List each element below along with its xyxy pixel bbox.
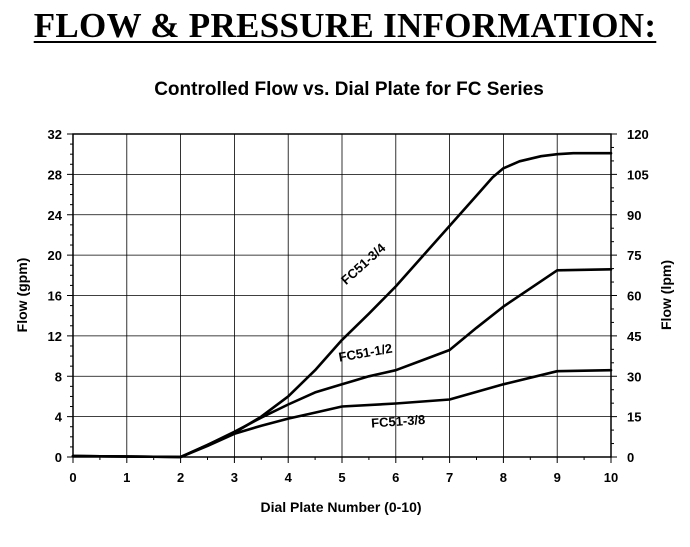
y-tick-label: 0 <box>55 450 62 465</box>
y-tick-label: 28 <box>48 167 62 182</box>
y2-tick-label: 0 <box>627 450 634 465</box>
x-tick-label: 1 <box>123 470 130 485</box>
y2-tick-label: 30 <box>627 369 641 384</box>
x-tick-label: 10 <box>604 470 618 485</box>
y2-tick-label: 60 <box>627 289 641 304</box>
y2-tick-label: 45 <box>627 329 641 344</box>
y2-axis-label: Flow (lpm) <box>658 260 674 330</box>
x-axis-label: Dial Plate Number (0-10) <box>260 499 421 515</box>
y2-tick-labels: 0 15 30 45 60 75 90 105 120 <box>627 127 649 465</box>
y-tick-label: 8 <box>55 369 62 384</box>
y-axis-label: Flow (gpm) <box>14 258 30 333</box>
y-tick-label: 24 <box>48 208 63 223</box>
x-tick-label: 7 <box>446 470 453 485</box>
series-label: FC51-3/4 <box>338 240 389 288</box>
minor-ticks <box>67 133 617 463</box>
y2-tick-label: 15 <box>627 410 641 425</box>
series-label: FC51-3/8 <box>371 412 426 431</box>
y2-tick-label: 75 <box>627 248 641 263</box>
y2-tick-label: 90 <box>627 208 641 223</box>
x-tick-label: 4 <box>285 470 293 485</box>
series-lines <box>71 151 613 459</box>
y2-tick-label: 120 <box>627 127 649 142</box>
y2-tick-label: 105 <box>627 167 649 182</box>
x-tick-label: 9 <box>554 470 561 485</box>
y-tick-label: 32 <box>48 127 62 142</box>
x-tick-labels: 0 1 2 3 4 5 6 7 8 9 10 <box>69 470 618 485</box>
x-tick-label: 8 <box>500 470 507 485</box>
y-tick-label: 20 <box>48 248 62 263</box>
y-tick-labels: 0 4 8 12 16 20 24 28 32 <box>48 127 63 465</box>
series-line <box>71 368 613 459</box>
x-tick-label: 3 <box>231 470 238 485</box>
x-tick-label: 6 <box>392 470 399 485</box>
series-line <box>71 268 613 459</box>
chart-title: Controlled Flow vs. Dial Plate for FC Se… <box>154 79 544 100</box>
page-heading: FLOW & PRESSURE INFORMATION: <box>33 6 657 45</box>
series-label: FC51-1/2 <box>337 341 393 365</box>
grid-lines <box>73 134 611 457</box>
x-tick-label: 0 <box>69 470 76 485</box>
x-tick-label: 2 <box>177 470 184 485</box>
y-tick-label: 4 <box>55 410 63 425</box>
y-tick-label: 16 <box>48 289 62 304</box>
x-tick-label: 5 <box>338 470 345 485</box>
y-tick-label: 12 <box>48 329 62 344</box>
